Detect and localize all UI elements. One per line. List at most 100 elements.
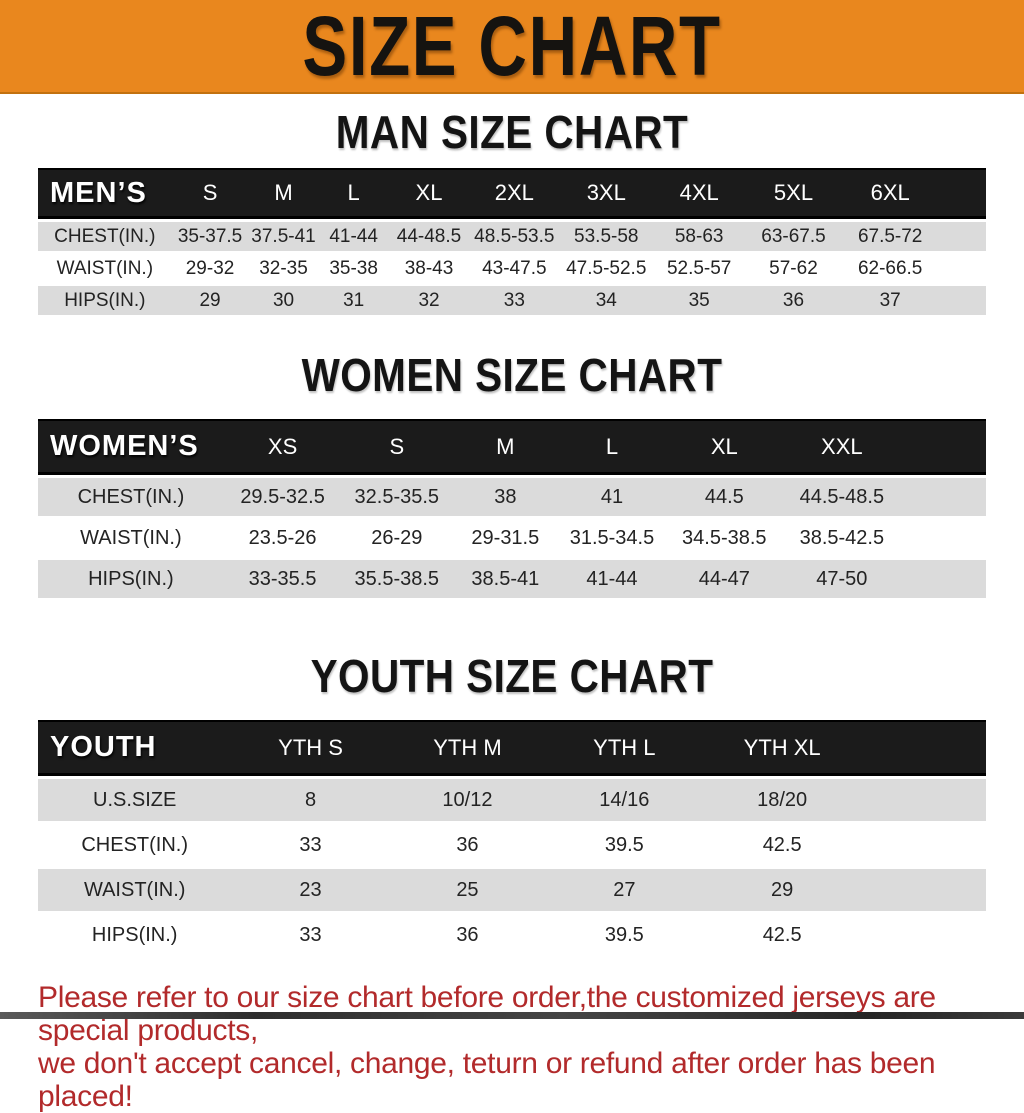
size-value: 29.5-32.5 xyxy=(223,478,342,516)
size-value: 36 xyxy=(389,914,546,956)
size-column-header: 6XL xyxy=(841,168,939,219)
size-value: 30 xyxy=(248,286,319,315)
size-value: 31 xyxy=(318,286,389,315)
women-size-section: WOMEN SIZE CHART WOMEN’S XS S M L XL XXL CHEST(… xyxy=(0,350,1024,601)
size-value: 58-63 xyxy=(653,222,746,251)
header-spacer xyxy=(938,168,986,219)
table-row: HIPS(IN.) 33 36 39.5 42.5 xyxy=(38,914,986,956)
table-header-label: WOMEN’S xyxy=(38,419,224,475)
size-value: 38.5-41 xyxy=(452,560,559,598)
women-size-heading: WOMEN SIZE CHART xyxy=(301,349,723,401)
size-column-header: L xyxy=(318,168,389,219)
size-value: 23 xyxy=(231,869,390,911)
size-column-header: XS xyxy=(223,419,342,475)
measurement-label: WAIST(IN.) xyxy=(38,519,224,557)
table-row: CHEST(IN.) 33 36 39.5 42.5 xyxy=(38,824,986,866)
size-value: 34 xyxy=(559,286,654,315)
table-row: U.S.SIZE 8 10/12 14/16 18/20 xyxy=(38,779,986,821)
size-value: 43-47.5 xyxy=(469,254,560,283)
measurement-label: CHEST(IN.) xyxy=(38,824,232,866)
row-spacer xyxy=(938,286,986,315)
table-header-row: MEN’S S M L XL 2XL 3XL 4XL 5XL 6XL xyxy=(38,168,986,219)
size-column-header: YTH S xyxy=(231,720,390,776)
size-value: 32.5-35.5 xyxy=(341,478,453,516)
row-spacer xyxy=(938,254,986,283)
youth-size-table: YOUTH YTH S YTH M YTH L YTH XL U.S.SIZE 8 10/12… xyxy=(38,717,986,959)
size-value: 57-62 xyxy=(745,254,842,283)
size-value: 41-44 xyxy=(558,560,666,598)
size-value: 25 xyxy=(389,869,546,911)
size-value: 14/16 xyxy=(545,779,704,821)
size-column-header: XL xyxy=(388,168,470,219)
size-value: 29 xyxy=(703,869,861,911)
size-column-header: 4XL xyxy=(653,168,746,219)
table-header-label: MEN’S xyxy=(38,168,172,219)
size-column-header: YTH M xyxy=(389,720,546,776)
youth-size-heading: YOUTH SIZE CHART xyxy=(310,650,714,702)
size-value: 62-66.5 xyxy=(841,254,939,283)
size-value: 33 xyxy=(469,286,560,315)
size-value: 34.5-38.5 xyxy=(665,519,784,557)
size-value: 29-31.5 xyxy=(452,519,559,557)
size-column-header: XXL xyxy=(783,419,901,475)
table-header-label: YOUTH xyxy=(38,720,232,776)
table-header-row: WOMEN’S XS S M L XL XXL xyxy=(38,419,986,475)
table-row: HIPS(IN.) 29 30 31 32 33 34 35 36 37 xyxy=(38,286,986,315)
measurement-label: HIPS(IN.) xyxy=(38,286,172,315)
size-value: 44.5-48.5 xyxy=(783,478,901,516)
measurement-label: U.S.SIZE xyxy=(38,779,232,821)
size-value: 39.5 xyxy=(545,824,704,866)
table-row: WAIST(IN.) 23.5-26 26-29 29-31.5 31.5-34.5 34… xyxy=(38,519,986,557)
size-value: 8 xyxy=(231,779,390,821)
size-value: 26-29 xyxy=(341,519,453,557)
size-value: 35.5-38.5 xyxy=(341,560,453,598)
size-value: 38.5-42.5 xyxy=(783,519,901,557)
size-column-header: XL xyxy=(665,419,784,475)
man-size-section: MAN SIZE CHART MEN’S S M L XL 2XL 3XL 4XL 5XL 6XL… xyxy=(0,107,1024,318)
size-value: 42.5 xyxy=(703,914,861,956)
size-value: 37 xyxy=(841,286,939,315)
header-spacer xyxy=(860,720,986,776)
size-value: 52.5-57 xyxy=(653,254,746,283)
page-title: SIZE CHART xyxy=(302,0,722,93)
row-spacer xyxy=(860,779,986,821)
row-spacer xyxy=(900,560,986,598)
size-value: 38 xyxy=(452,478,559,516)
size-value: 53.5-58 xyxy=(559,222,654,251)
size-value: 37.5-41 xyxy=(248,222,319,251)
measurement-label: HIPS(IN.) xyxy=(38,560,224,598)
size-value: 38-43 xyxy=(388,254,470,283)
size-value: 39.5 xyxy=(545,914,704,956)
bottom-edge-bar xyxy=(0,1012,1024,1019)
table-row: CHEST(IN.) 29.5-32.5 32.5-35.5 38 41 44.5 44.5… xyxy=(38,478,986,516)
row-spacer xyxy=(938,222,986,251)
size-column-header: 3XL xyxy=(559,168,654,219)
size-column-header: YTH XL xyxy=(703,720,861,776)
table-row: WAIST(IN.) 29-32 32-35 35-38 38-43 43-47.5 47.… xyxy=(38,254,986,283)
man-size-heading: MAN SIZE CHART xyxy=(335,106,689,158)
size-column-header: M xyxy=(452,419,559,475)
footer-note: Please refer to our size chart before or… xyxy=(38,981,1024,1113)
womens-size-table: WOMEN’S XS S M L XL XXL CHEST(IN.) 29.5-32.5 32.5… xyxy=(38,416,986,601)
size-value: 44-47 xyxy=(665,560,784,598)
size-value: 36 xyxy=(389,824,546,866)
size-value: 63-67.5 xyxy=(745,222,842,251)
size-value: 33-35.5 xyxy=(223,560,342,598)
table-row: HIPS(IN.) 33-35.5 35.5-38.5 38.5-41 41-44 44-… xyxy=(38,560,986,598)
measurement-label: WAIST(IN.) xyxy=(38,869,232,911)
size-value: 47-50 xyxy=(783,560,901,598)
size-value: 67.5-72 xyxy=(841,222,939,251)
size-value: 23.5-26 xyxy=(223,519,342,557)
size-value: 18/20 xyxy=(703,779,861,821)
size-value: 33 xyxy=(231,914,390,956)
size-column-header: 5XL xyxy=(745,168,842,219)
size-value: 44-48.5 xyxy=(388,222,470,251)
size-column-header: S xyxy=(171,168,249,219)
size-value: 36 xyxy=(745,286,842,315)
size-value: 41 xyxy=(558,478,666,516)
header-spacer xyxy=(900,419,986,475)
size-value: 48.5-53.5 xyxy=(469,222,560,251)
banner: SIZE CHART xyxy=(0,0,1024,94)
row-spacer xyxy=(860,824,986,866)
footer-note-line2: we don't accept cancel, change, teturn o… xyxy=(38,1047,936,1113)
